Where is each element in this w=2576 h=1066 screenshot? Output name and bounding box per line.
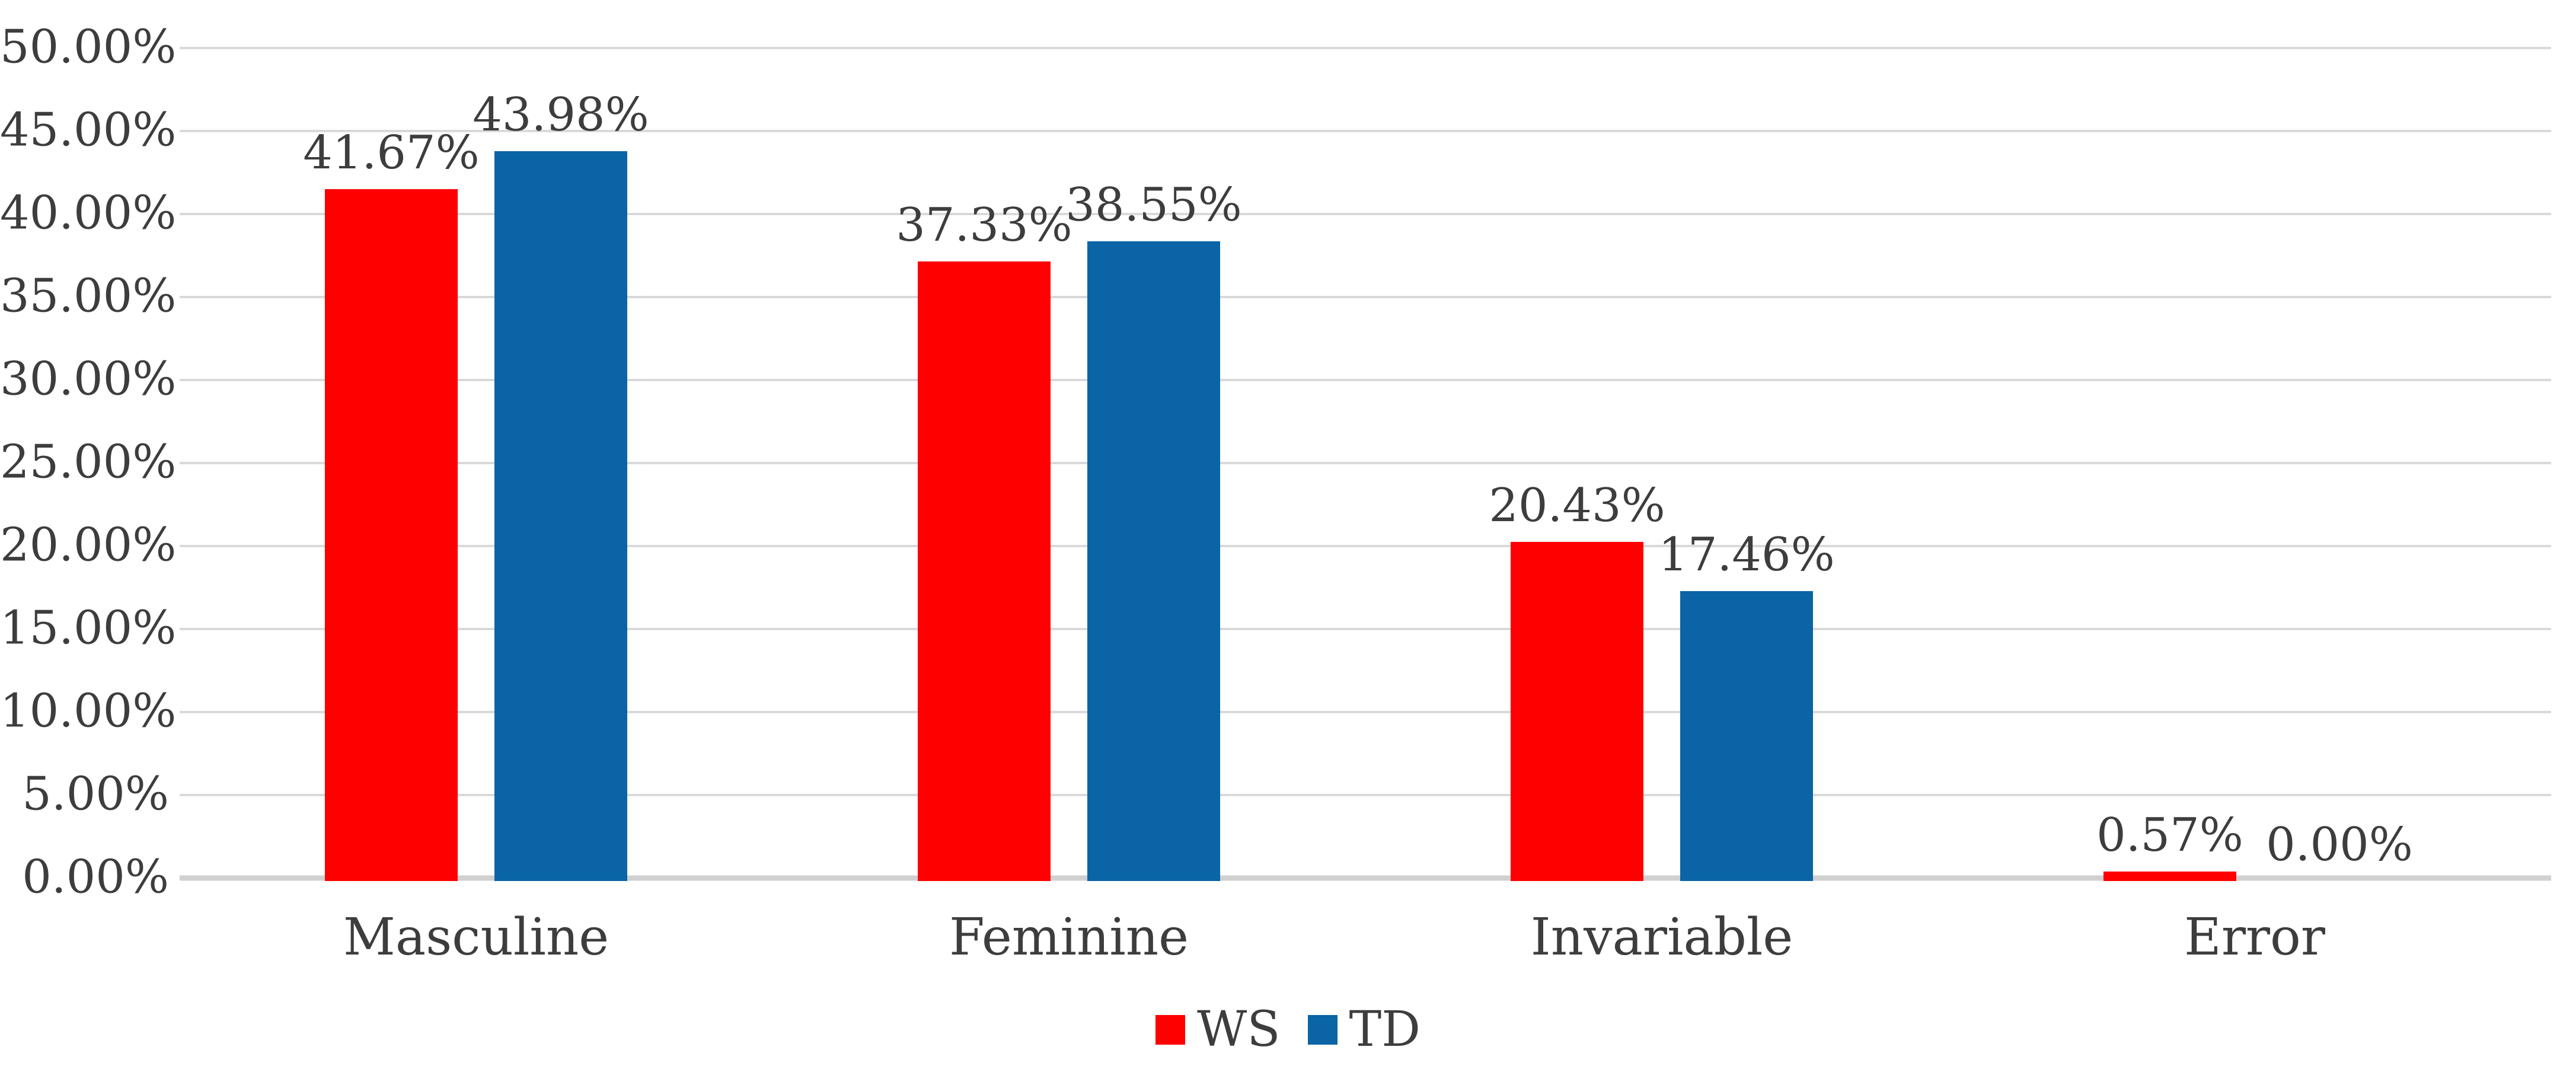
bar-group-error: 0.57% 0.00% bbox=[1958, 48, 2551, 881]
gridline bbox=[180, 545, 2551, 547]
bar-group-feminine: 37.33% 38.55% bbox=[773, 48, 1365, 881]
bar-value-label: 38.55% bbox=[1065, 178, 1242, 232]
bar-td-invariable: 17.46% bbox=[1658, 532, 1835, 881]
gridline bbox=[180, 213, 2551, 215]
bar-value-label: 0.00% bbox=[2266, 818, 2413, 872]
bar-value-label: 0.57% bbox=[2096, 809, 2243, 863]
bar-value-label: 43.98% bbox=[473, 88, 649, 142]
category-label-masculine: Masculine bbox=[343, 908, 609, 967]
gridline bbox=[180, 47, 2551, 49]
y-tick-label: 40.00% bbox=[0, 186, 177, 240]
legend-label-td: TD bbox=[1349, 1001, 1421, 1058]
y-tick-label: 20.00% bbox=[0, 518, 177, 572]
category-label-feminine: Feminine bbox=[949, 908, 1189, 967]
x-axis-labels: Masculine Feminine Invariable Error bbox=[180, 912, 2551, 971]
bar-ws-invariable: 20.43% bbox=[1489, 483, 1665, 881]
category-label-error: Error bbox=[2184, 908, 2325, 967]
gridline bbox=[180, 462, 2551, 464]
gridline bbox=[180, 296, 2551, 298]
y-tick-label: 15.00% bbox=[0, 601, 177, 655]
y-tick-label: 45.00% bbox=[0, 103, 177, 157]
legend-swatch-td bbox=[1307, 1015, 1338, 1045]
x-axis-baseline bbox=[180, 875, 2551, 881]
gridline bbox=[180, 794, 2551, 796]
y-tick-label: 35.00% bbox=[0, 269, 177, 323]
y-tick-label: 25.00% bbox=[0, 435, 177, 489]
legend-swatch-ws bbox=[1155, 1015, 1186, 1045]
bar-groups: 41.67% 43.98% 37.33% 38.55% 20.43% 17.46% 0.57… bbox=[180, 48, 2551, 881]
bar-td-masculine: 43.98% bbox=[473, 92, 649, 881]
bar-ws-error: 0.57% bbox=[2096, 812, 2243, 881]
gridline bbox=[180, 379, 2551, 381]
bar-value-label: 17.46% bbox=[1658, 528, 1835, 582]
y-tick-label: 5.00% bbox=[22, 767, 169, 821]
bar-value-label: 37.33% bbox=[896, 198, 1072, 252]
gridline bbox=[180, 628, 2551, 630]
bar-value-label: 41.67% bbox=[303, 126, 480, 180]
y-tick-label: 10.00% bbox=[0, 684, 177, 738]
y-tick-label: 50.00% bbox=[0, 20, 177, 74]
legend-label-ws: WS bbox=[1197, 1001, 1281, 1058]
legend-item-td: TD bbox=[1307, 1001, 1421, 1058]
y-tick-label: 30.00% bbox=[0, 352, 177, 406]
bar-ws-masculine: 41.67% bbox=[303, 130, 480, 881]
bar-group-invariable: 20.43% 17.46% bbox=[1365, 48, 1958, 881]
legend-item-ws: WS bbox=[1155, 1001, 1281, 1058]
legend: WS TD bbox=[0, 1006, 2576, 1054]
bar-td-feminine: 38.55% bbox=[1065, 182, 1242, 881]
gridline bbox=[180, 711, 2551, 713]
bar-value-label: 20.43% bbox=[1489, 478, 1665, 532]
category-label-invariable: Invariable bbox=[1530, 908, 1793, 967]
plot-area bbox=[180, 47, 2551, 881]
gridline bbox=[180, 130, 2551, 132]
bar-group-masculine: 41.67% 43.98% bbox=[180, 48, 773, 881]
bar-ws-feminine: 37.33% bbox=[896, 202, 1072, 881]
y-tick-label: 0.00% bbox=[22, 850, 169, 904]
